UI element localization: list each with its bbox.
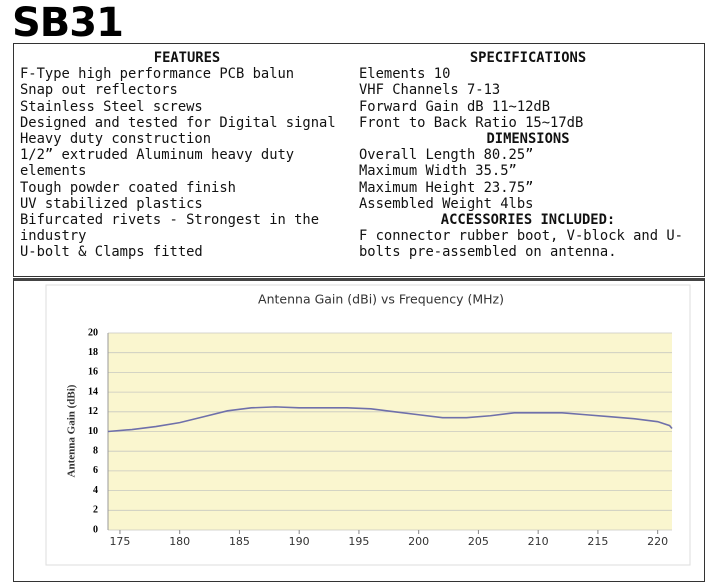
- y-tick-label: 0: [93, 524, 98, 535]
- x-tick-label: 220: [647, 535, 668, 548]
- y-tick-label: 4: [93, 485, 98, 496]
- x-tick-label: 210: [528, 535, 549, 548]
- feature-item: UV stabilized plastics: [20, 195, 203, 212]
- y-tick-label: 10: [88, 426, 98, 437]
- specifications: SPECIFICATIONS Elements 10 VHF Channels 7…: [359, 50, 697, 261]
- feature-item: Heavy duty construction: [20, 131, 212, 148]
- spec-item: VHF Channels 7-13: [359, 82, 501, 99]
- features-heading: FEATURES: [153, 50, 221, 66]
- x-tick-label: 200: [408, 535, 429, 548]
- y-tick-label: 2: [93, 505, 98, 516]
- x-tick-label: 195: [348, 535, 369, 548]
- x-tick-label: 215: [587, 535, 608, 548]
- dimension-item: Assembled Weight 4lbs: [359, 195, 534, 212]
- info-box: [13, 43, 705, 277]
- y-tick-label: 8: [93, 445, 98, 456]
- x-tick-label: 190: [289, 535, 310, 548]
- x-tick-label: 175: [109, 535, 130, 548]
- x-tick-label: 180: [169, 535, 190, 548]
- feature-item: Tough powder coated finish: [20, 179, 236, 196]
- y-tick-label: 16: [88, 367, 98, 378]
- x-tick-label: 205: [468, 535, 489, 548]
- feature-item: Designed and tested for Digital signal: [20, 114, 336, 131]
- dimensions-heading: DIMENSIONS: [486, 131, 570, 148]
- y-tick-label: 14: [88, 386, 98, 397]
- spec-item: Forward Gain dB 11~12dB: [359, 98, 551, 115]
- specs-list: Elements 10 VHF Channels 7-13 Forward Gain…: [359, 66, 697, 131]
- features: FEATURES F-Type high performance PCB bal…: [20, 50, 354, 261]
- accessories-text: F connector rubber boot, V-block and U-b…: [359, 228, 683, 261]
- dimensions-list: Overall Length 80.25” Maximum Width 35.5”…: [359, 147, 697, 212]
- chart-title: Antenna Gain (dBi) vs Frequency (MHz): [258, 292, 504, 307]
- y-tick-label: 12: [88, 406, 98, 417]
- dimension-item: Maximum Width 35.5”: [359, 163, 517, 180]
- feature-item: U-bolt & Clamps fitted: [20, 244, 203, 261]
- spec-item: Front to Back Ratio 15~17dB: [359, 114, 584, 131]
- feature-item: Snap out reflectors: [20, 82, 178, 99]
- feature-item: Bifurcated rivets - Strongest in the ind…: [20, 212, 320, 245]
- y-tick-label: 6: [93, 465, 98, 476]
- product-title: SB31: [12, 0, 124, 46]
- spec-item: Elements 10: [359, 66, 451, 83]
- features-list: F-Type high performance PCB balun Snap ou…: [20, 66, 354, 260]
- feature-item: Stainless Steel screws: [20, 98, 203, 115]
- accessories-heading: ACCESSORIES INCLUDED:: [440, 212, 616, 229]
- chart-box: [13, 278, 705, 582]
- feature-item: 1/2” extruded Aluminum heavy duty elemen…: [20, 147, 295, 180]
- dimension-item: Overall Length 80.25”: [359, 147, 534, 164]
- x-tick-label: 185: [229, 535, 250, 548]
- feature-item: F-Type high performance PCB balun: [20, 66, 295, 83]
- data-line: [107, 406, 673, 433]
- y-tick-label: 20: [88, 327, 98, 338]
- dimension-item: Maximum Height 23.75”: [359, 179, 534, 196]
- specs-heading: SPECIFICATIONS: [469, 50, 587, 66]
- y-axis-label: Antenna Gain (dBi): [66, 384, 78, 477]
- y-tick-label: 18: [88, 347, 98, 358]
